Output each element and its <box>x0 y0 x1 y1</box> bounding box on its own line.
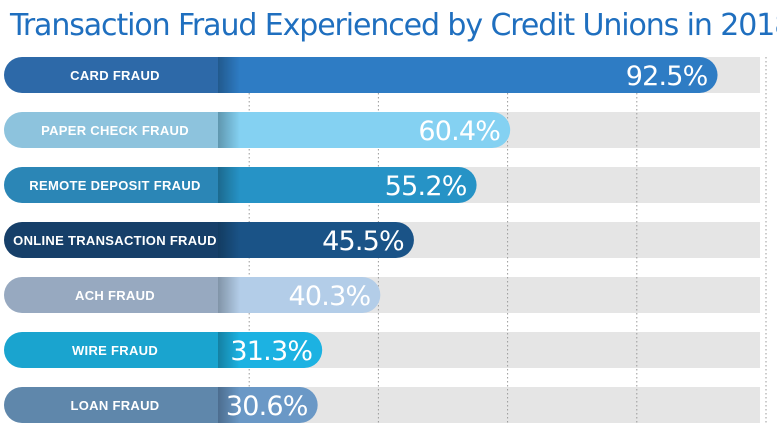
bar-value-label: 55.2% <box>385 171 467 202</box>
bar <box>218 167 477 203</box>
bar-shadow <box>218 332 240 368</box>
bar-label-segment <box>4 332 218 368</box>
bar <box>218 332 323 368</box>
bar-category-label: CARD FRAUD <box>70 68 160 83</box>
bar-row: ACH FRAUD 40.3% <box>4 277 381 313</box>
bar-shadow <box>218 222 240 258</box>
bar-shadow <box>218 112 240 148</box>
bar-value-label: 92.5% <box>626 61 708 92</box>
bar-category-label: PAPER CHECK FRAUD <box>41 123 189 138</box>
bar-value-label: 60.4% <box>418 116 500 147</box>
bar-row: WIRE FRAUD 31.3% <box>4 332 323 368</box>
bar-shadow <box>218 277 240 313</box>
bar <box>218 277 381 313</box>
bar <box>218 57 718 93</box>
bar <box>218 222 414 258</box>
bar-label-segment <box>4 387 218 423</box>
bar-value-label: 45.5% <box>322 226 404 257</box>
bar-row: LOAN FRAUD 30.6% <box>4 387 318 423</box>
bar-label-segment <box>4 277 218 313</box>
bar-category-label: REMOTE DEPOSIT FRAUD <box>29 178 200 193</box>
bar-shadow <box>218 167 240 203</box>
bar-value-label: 30.6% <box>226 391 308 422</box>
bar-category-label: WIRE FRAUD <box>72 343 158 358</box>
bar-label-segment <box>4 112 218 148</box>
bars: CARD FRAUD 92.5% PAPER CHECK FRAUD 60.4% REM… <box>4 57 718 423</box>
bar-category-label: ONLINE TRANSACTION FRAUD <box>13 233 217 248</box>
bar-label-segment <box>4 222 218 258</box>
bar <box>218 387 318 423</box>
bar-row: REMOTE DEPOSIT FRAUD 55.2% <box>4 167 477 203</box>
bar <box>218 112 511 148</box>
bar-value-label: 40.3% <box>289 281 371 312</box>
bar-shadow <box>218 57 240 93</box>
bar-row: CARD FRAUD 92.5% <box>4 57 718 93</box>
bar-row: ONLINE TRANSACTION FRAUD 45.5% <box>4 222 414 258</box>
bar-shadow <box>218 387 240 423</box>
bar-value-label: 31.3% <box>230 336 312 367</box>
bar-category-label: LOAN FRAUD <box>71 398 160 413</box>
bar-row: PAPER CHECK FRAUD 60.4% <box>4 112 511 148</box>
chart-title: Transaction Fraud Experienced by Credit … <box>10 8 777 43</box>
bar-category-label: ACH FRAUD <box>75 288 155 303</box>
bar-label-segment <box>4 167 218 203</box>
bar-label-segment <box>4 57 218 93</box>
